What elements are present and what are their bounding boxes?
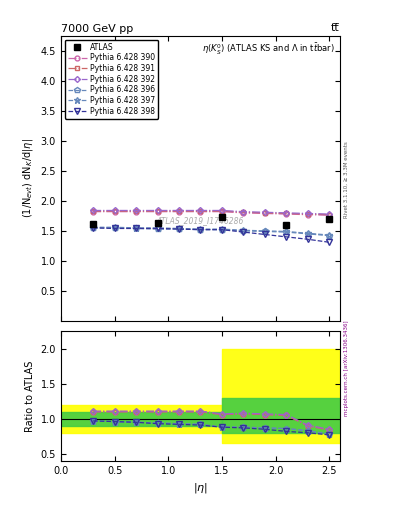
Y-axis label: (1/N$_{evt}$) dN$_K$/d|$\eta$|: (1/N$_{evt}$) dN$_K$/d|$\eta$| xyxy=(21,138,35,219)
Pythia 6.428 398 xyxy=(284,234,288,240)
Pythia 6.428 392 xyxy=(284,210,288,216)
Pythia 6.428 398 xyxy=(134,225,138,231)
ATLAS xyxy=(155,220,160,226)
Pythia 6.428 391 xyxy=(134,208,138,214)
Pythia 6.428 391 xyxy=(327,211,332,218)
Pythia 6.428 392 xyxy=(134,207,138,214)
Pythia 6.428 398 xyxy=(220,227,224,233)
X-axis label: |$\eta$|: |$\eta$| xyxy=(193,481,208,495)
Line: Pythia 6.428 390: Pythia 6.428 390 xyxy=(91,209,332,218)
Pythia 6.428 392 xyxy=(198,207,203,214)
Pythia 6.428 396 xyxy=(327,232,332,239)
Pythia 6.428 390 xyxy=(327,212,332,218)
Pythia 6.428 391 xyxy=(91,208,95,214)
Line: Pythia 6.428 397: Pythia 6.428 397 xyxy=(90,224,333,239)
Pythia 6.428 391 xyxy=(198,208,203,214)
Pythia 6.428 392 xyxy=(91,207,95,214)
Pythia 6.428 398 xyxy=(155,225,160,231)
Pythia 6.428 398 xyxy=(305,236,310,242)
Text: mcplots.cern.ch [arXiv:1306.3436]: mcplots.cern.ch [arXiv:1306.3436] xyxy=(344,321,349,416)
Text: ATLAS_2019_I1746286: ATLAS_2019_I1746286 xyxy=(157,217,244,226)
Pythia 6.428 396 xyxy=(241,228,246,234)
Pythia 6.428 396 xyxy=(263,228,267,234)
Pythia 6.428 396 xyxy=(91,225,95,231)
Pythia 6.428 390 xyxy=(176,208,181,215)
Pythia 6.428 396 xyxy=(134,225,138,231)
Pythia 6.428 391 xyxy=(305,211,310,217)
Pythia 6.428 397 xyxy=(263,228,267,234)
Pythia 6.428 398 xyxy=(327,239,332,245)
Pythia 6.428 390 xyxy=(134,208,138,215)
Text: $\eta(K^0_S)$ (ATLAS KS and $\Lambda$ in t$\bar{t}$bar): $\eta(K^0_S)$ (ATLAS KS and $\Lambda$ in… xyxy=(202,41,334,57)
Pythia 6.428 398 xyxy=(176,226,181,232)
Pythia 6.428 391 xyxy=(220,208,224,214)
Pythia 6.428 396 xyxy=(305,231,310,237)
Pythia 6.428 390 xyxy=(220,208,224,215)
Line: Pythia 6.428 396: Pythia 6.428 396 xyxy=(90,225,332,239)
Y-axis label: Ratio to ATLAS: Ratio to ATLAS xyxy=(25,360,35,432)
ATLAS xyxy=(327,216,332,222)
Pythia 6.428 396 xyxy=(198,227,203,233)
Pythia 6.428 396 xyxy=(176,226,181,232)
Pythia 6.428 397 xyxy=(155,225,160,231)
Line: ATLAS: ATLAS xyxy=(90,214,333,229)
Legend: ATLAS, Pythia 6.428 390, Pythia 6.428 391, Pythia 6.428 392, Pythia 6.428 396, P: ATLAS, Pythia 6.428 390, Pythia 6.428 39… xyxy=(65,39,158,119)
Pythia 6.428 391 xyxy=(155,208,160,214)
Pythia 6.428 392 xyxy=(220,207,224,214)
Pythia 6.428 398 xyxy=(91,225,95,231)
Pythia 6.428 397 xyxy=(220,226,224,232)
ATLAS xyxy=(91,221,95,227)
Pythia 6.428 397 xyxy=(241,227,246,233)
Pythia 6.428 396 xyxy=(155,226,160,232)
Text: 7000 GeV pp: 7000 GeV pp xyxy=(61,24,133,34)
Pythia 6.428 390 xyxy=(305,211,310,218)
Pythia 6.428 392 xyxy=(155,207,160,214)
Pythia 6.428 397 xyxy=(91,224,95,230)
Pythia 6.428 390 xyxy=(198,208,203,215)
Pythia 6.428 391 xyxy=(263,210,267,216)
Pythia 6.428 390 xyxy=(284,211,288,217)
Pythia 6.428 397 xyxy=(327,232,332,238)
Pythia 6.428 397 xyxy=(112,224,117,230)
Pythia 6.428 397 xyxy=(284,228,288,234)
Pythia 6.428 391 xyxy=(112,208,117,214)
Text: Rivet 3.1.10, ≥ 3.3M events: Rivet 3.1.10, ≥ 3.3M events xyxy=(344,141,349,218)
Pythia 6.428 390 xyxy=(91,208,95,215)
Pythia 6.428 392 xyxy=(263,209,267,216)
Pythia 6.428 390 xyxy=(112,208,117,215)
Text: tt̅: tt̅ xyxy=(331,23,340,33)
Pythia 6.428 391 xyxy=(241,209,246,216)
Pythia 6.428 392 xyxy=(176,207,181,214)
Pythia 6.428 390 xyxy=(241,210,246,216)
Line: Pythia 6.428 398: Pythia 6.428 398 xyxy=(90,225,332,245)
Pythia 6.428 397 xyxy=(198,226,203,232)
ATLAS xyxy=(220,214,224,220)
Pythia 6.428 396 xyxy=(284,229,288,235)
Pythia 6.428 392 xyxy=(327,211,332,217)
Pythia 6.428 397 xyxy=(134,225,138,231)
Line: Pythia 6.428 391: Pythia 6.428 391 xyxy=(91,208,332,217)
Pythia 6.428 398 xyxy=(198,227,203,233)
Pythia 6.428 396 xyxy=(220,227,224,233)
Pythia 6.428 390 xyxy=(263,210,267,217)
Pythia 6.428 392 xyxy=(305,210,310,217)
Pythia 6.428 398 xyxy=(241,229,246,235)
Pythia 6.428 391 xyxy=(284,210,288,217)
Pythia 6.428 397 xyxy=(305,230,310,237)
Pythia 6.428 397 xyxy=(176,225,181,231)
Pythia 6.428 398 xyxy=(112,225,117,231)
Pythia 6.428 398 xyxy=(263,231,267,238)
Line: Pythia 6.428 392: Pythia 6.428 392 xyxy=(91,208,331,216)
Pythia 6.428 392 xyxy=(241,208,246,215)
ATLAS xyxy=(284,222,288,228)
Pythia 6.428 396 xyxy=(112,225,117,231)
Pythia 6.428 390 xyxy=(155,208,160,215)
Pythia 6.428 391 xyxy=(176,208,181,214)
Pythia 6.428 392 xyxy=(112,207,117,214)
